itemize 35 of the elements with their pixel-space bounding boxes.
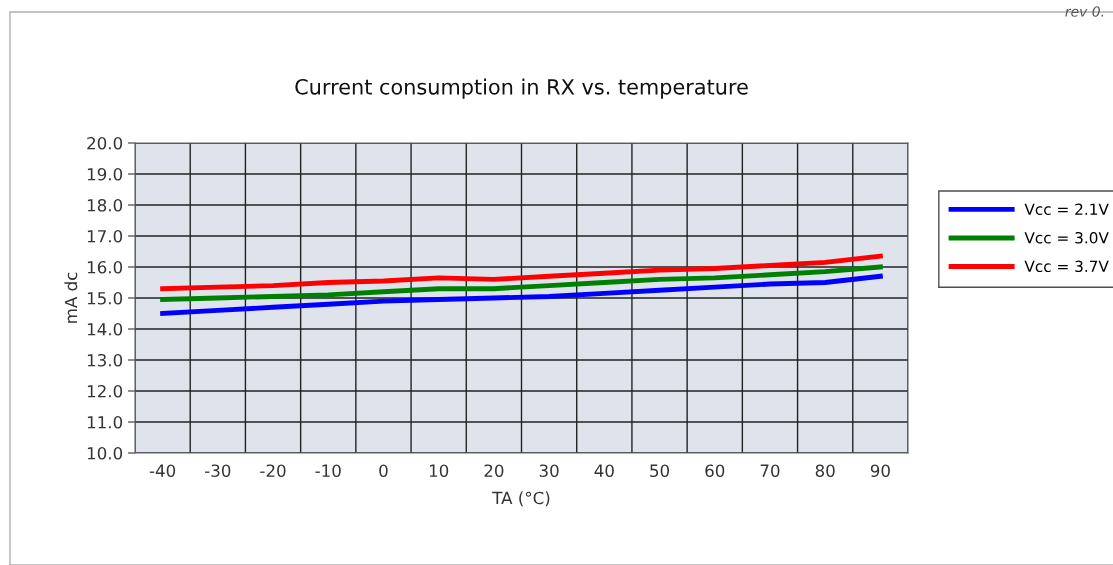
y-tick-label: 15.0 (87, 291, 123, 305)
x-tick-label: 80 (815, 464, 835, 478)
y-tick-label: 18.0 (87, 198, 123, 212)
x-axis-title: TA (°C) (492, 491, 550, 507)
x-tick-label: 10 (429, 464, 449, 478)
x-tick-label: 40 (594, 464, 614, 478)
chart-title: Current consumption in RX vs. temperature (295, 78, 748, 99)
line-series (160, 253, 883, 292)
y-tick-label: 14.0 (87, 322, 123, 336)
y-tick-label: 11.0 (87, 415, 123, 429)
x-tick-label: -20 (260, 464, 286, 478)
y-tick-label: 19.0 (87, 167, 123, 181)
x-tick-label: 0 (379, 464, 388, 478)
x-tick-label: 30 (539, 464, 559, 478)
x-tick-label: -10 (315, 464, 341, 478)
x-tick-label: -30 (205, 464, 231, 478)
legend-label: Vcc = 2.1V (1024, 203, 1109, 215)
legend-label: Vcc = 3.0V (1024, 231, 1109, 244)
y-tick-label: 20.0 (87, 136, 123, 150)
y-tick-label: 13.0 (87, 353, 123, 367)
y-axis-title: mA dc (64, 272, 78, 323)
y-tick-label: 16.0 (87, 260, 123, 274)
y-tick-label: 10.0 (87, 446, 123, 460)
x-tick-label: 90 (870, 464, 890, 478)
text: rev 0. (1065, 6, 1104, 17)
x-tick-label: 60 (705, 464, 725, 478)
legend-label: Vcc = 3.7V (1024, 260, 1109, 273)
x-tick-label: 70 (760, 464, 780, 478)
line-series (160, 273, 883, 316)
y-tick-label: 17.0 (87, 229, 123, 243)
x-tick-label: 50 (650, 464, 670, 478)
line-series (160, 264, 883, 302)
y-tick-label: 12.0 (87, 384, 123, 398)
x-tick-label: 20 (484, 464, 504, 478)
x-tick-label: -40 (149, 464, 176, 478)
